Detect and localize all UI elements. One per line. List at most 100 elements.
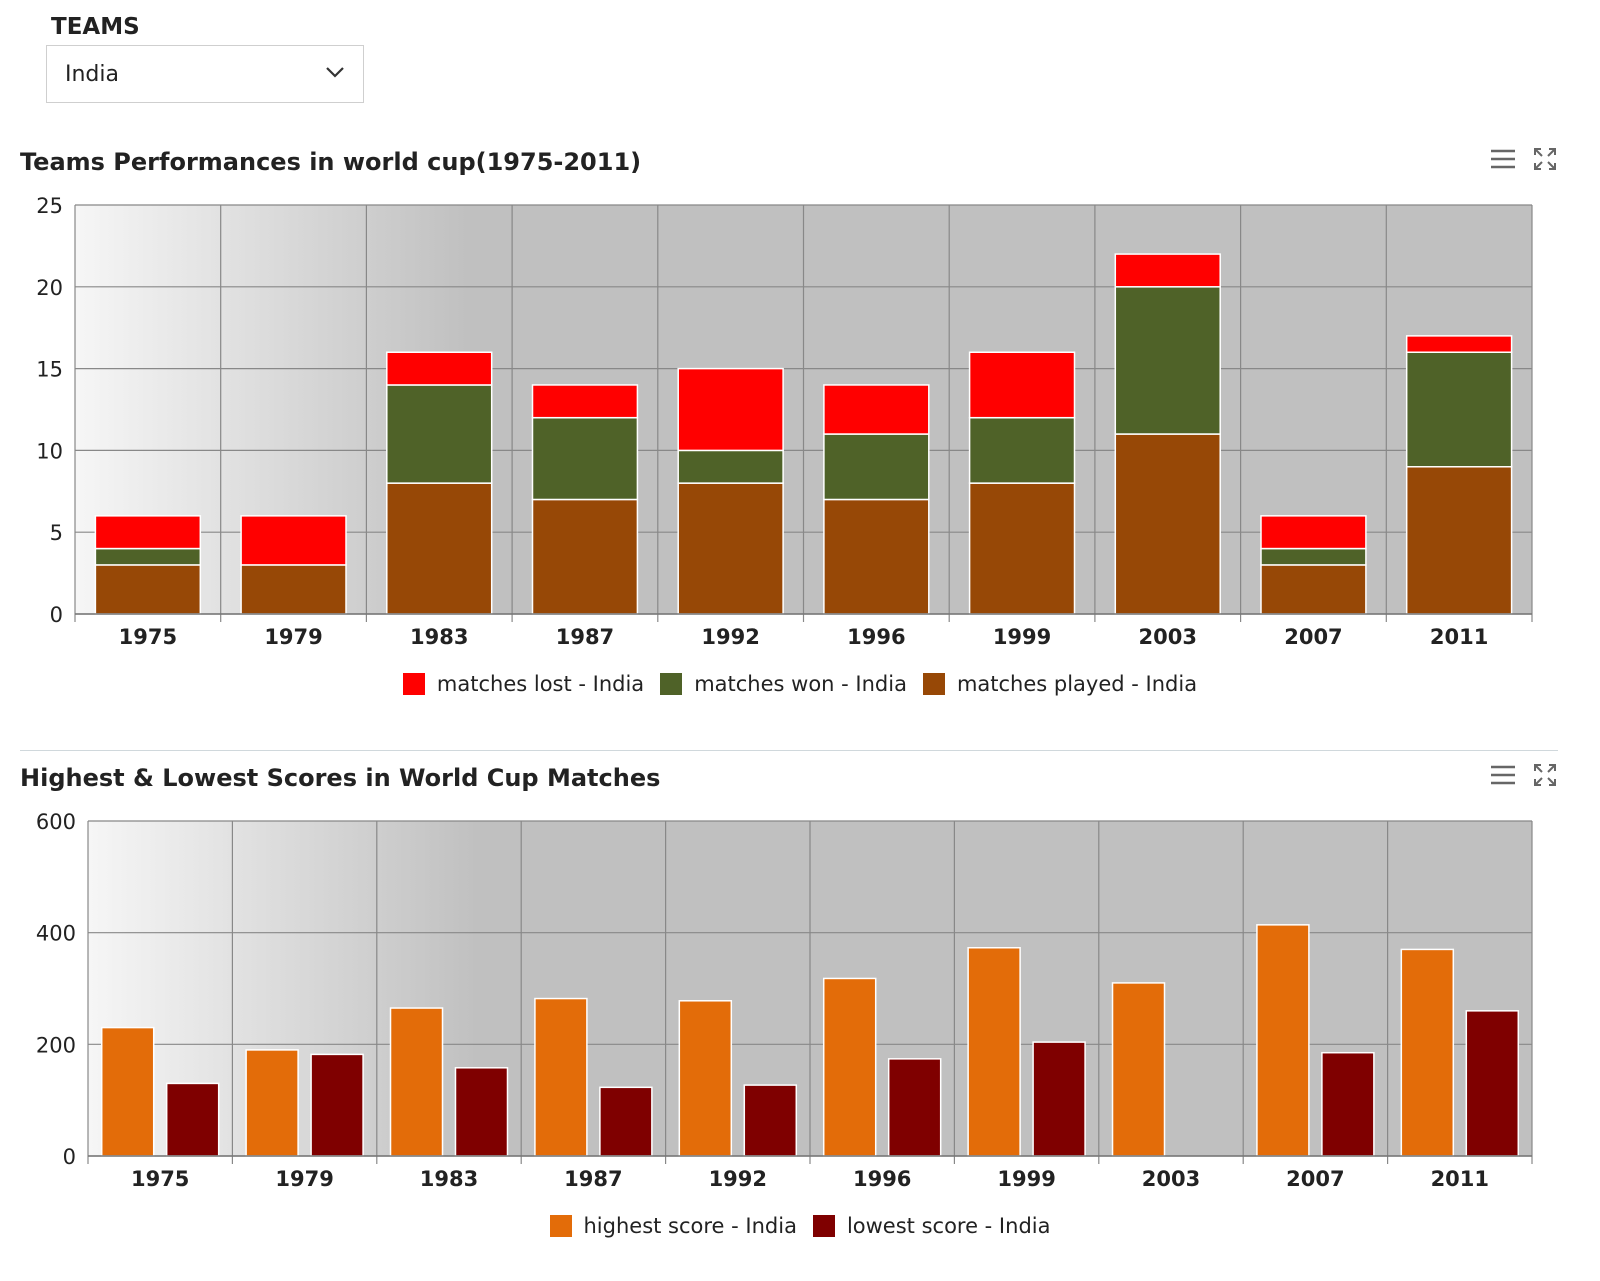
bar[interactable] <box>1111 982 1166 1157</box>
y-tick-label: 10 <box>36 439 63 463</box>
x-tick-label: 1975 <box>131 1167 189 1191</box>
bar[interactable] <box>968 416 1076 484</box>
scores-chart: Highest & Lowest Scores in World Cup Mat… <box>0 756 1600 1276</box>
legend-swatch <box>922 673 945 695</box>
bar[interactable] <box>240 515 347 566</box>
bar[interactable] <box>531 498 639 615</box>
x-tick-label: 1983 <box>410 625 468 649</box>
menu-icon[interactable] <box>1490 148 1516 170</box>
x-tick-label: 1979 <box>264 625 322 649</box>
bar[interactable] <box>534 997 588 1157</box>
y-tick-label: 200 <box>36 1033 76 1057</box>
bar[interactable] <box>678 1000 733 1157</box>
bar[interactable] <box>677 367 784 452</box>
bar[interactable] <box>968 482 1076 615</box>
legend-label: matches won - India <box>694 672 907 696</box>
bar[interactable] <box>310 1053 364 1157</box>
legend-label: lowest score - India <box>846 1214 1051 1238</box>
legend-item[interactable]: lowest score - India <box>812 1214 1051 1238</box>
bar[interactable] <box>823 433 930 501</box>
bar[interactable] <box>743 1084 798 1157</box>
x-tick-label: 1979 <box>275 1167 333 1191</box>
bar[interactable] <box>1400 948 1455 1157</box>
x-tick-label: 2011 <box>1431 1167 1489 1191</box>
y-tick-label: 25 <box>36 194 63 218</box>
bar[interactable] <box>94 547 202 566</box>
bar[interactable] <box>1114 253 1221 288</box>
performance-chart: Teams Performances in world cup(1975-201… <box>0 140 1600 720</box>
y-tick-label: 600 <box>36 810 76 834</box>
bar[interactable] <box>1114 433 1221 615</box>
x-tick-label: 2003 <box>1142 1167 1200 1191</box>
scores-chart-legend: highest score - India lowest score - Ind… <box>0 1214 1600 1238</box>
x-tick-label: 2003 <box>1139 625 1197 649</box>
bar[interactable] <box>677 449 784 484</box>
bar[interactable] <box>100 1026 155 1157</box>
bar[interactable] <box>531 384 639 419</box>
legend-item[interactable]: matches won - India <box>660 672 907 696</box>
legend-item[interactable]: matches lost - India <box>402 672 645 696</box>
bar[interactable] <box>454 1067 509 1157</box>
bar[interactable] <box>389 1007 444 1157</box>
legend-swatch <box>660 673 683 695</box>
bar[interactable] <box>386 351 493 386</box>
fullscreen-icon[interactable] <box>1534 764 1560 786</box>
performance-chart-plot: 0 5 10 15 20 25 1975 1979 1983 1987 1992 1996 1999 20… <box>36 194 1533 649</box>
bar[interactable] <box>1114 286 1221 435</box>
chart-title: Teams Performances in world cup(1975-201… <box>20 148 642 176</box>
bar[interactable] <box>386 482 493 615</box>
chevron-down-icon <box>326 67 344 78</box>
x-tick-label: 1996 <box>847 625 905 649</box>
bar[interactable] <box>386 384 493 484</box>
bar[interactable] <box>1405 466 1513 615</box>
bar[interactable] <box>968 351 1076 419</box>
x-tick-label: 1992 <box>701 625 759 649</box>
y-tick-label: 20 <box>36 276 63 300</box>
y-tick-label: 5 <box>50 521 63 545</box>
bar[interactable] <box>599 1086 653 1157</box>
legend-item[interactable]: highest score - India <box>549 1214 797 1238</box>
bar[interactable] <box>1405 351 1513 468</box>
bar[interactable] <box>245 1049 299 1157</box>
fullscreen-icon[interactable] <box>1534 148 1560 170</box>
x-tick-label: 2007 <box>1284 625 1342 649</box>
teams-label: TEAMS <box>51 14 140 40</box>
bar[interactable] <box>1260 564 1367 615</box>
y-tick-label: 0 <box>63 1145 76 1169</box>
bar[interactable] <box>240 564 347 615</box>
legend-label: matches played - India <box>956 672 1198 696</box>
bar[interactable] <box>1260 547 1367 566</box>
x-tick-label: 1983 <box>420 1167 478 1191</box>
bar[interactable] <box>1321 1051 1375 1157</box>
x-tick-label: 1999 <box>993 625 1051 649</box>
bar[interactable] <box>94 564 202 615</box>
bar[interactable] <box>94 515 202 550</box>
y-tick-label: 400 <box>36 922 76 946</box>
bar[interactable] <box>823 498 930 615</box>
teams-select[interactable]: India <box>46 45 364 103</box>
bar[interactable] <box>1256 924 1310 1157</box>
legend-label: matches lost - India <box>436 672 645 696</box>
x-tick-label: 1987 <box>556 625 614 649</box>
bar[interactable] <box>1260 515 1367 550</box>
bar[interactable] <box>967 946 1021 1157</box>
bar[interactable] <box>1465 1010 1520 1157</box>
bar[interactable] <box>1032 1041 1086 1157</box>
performance-chart-legend: matches lost - India matches won - India… <box>0 672 1600 696</box>
legend-label: highest score - India <box>583 1214 797 1238</box>
bar[interactable] <box>531 416 639 501</box>
x-tick-label: 2011 <box>1430 625 1488 649</box>
legend-item[interactable]: matches played - India <box>922 672 1198 696</box>
legend-swatch <box>402 673 425 695</box>
bar[interactable] <box>1405 335 1513 353</box>
y-tick-label: 0 <box>50 603 63 627</box>
bar[interactable] <box>823 384 930 435</box>
bar[interactable] <box>887 1058 942 1157</box>
x-tick-label: 1999 <box>997 1167 1055 1191</box>
y-tick-label: 15 <box>36 358 63 382</box>
menu-icon[interactable] <box>1490 764 1516 786</box>
bar[interactable] <box>677 482 784 615</box>
bar[interactable] <box>165 1082 220 1157</box>
scores-chart-plot: 0 200 400 600 1975 1979 1983 1987 1992 1996 1999 20… <box>36 810 1533 1191</box>
bar[interactable] <box>822 977 877 1157</box>
